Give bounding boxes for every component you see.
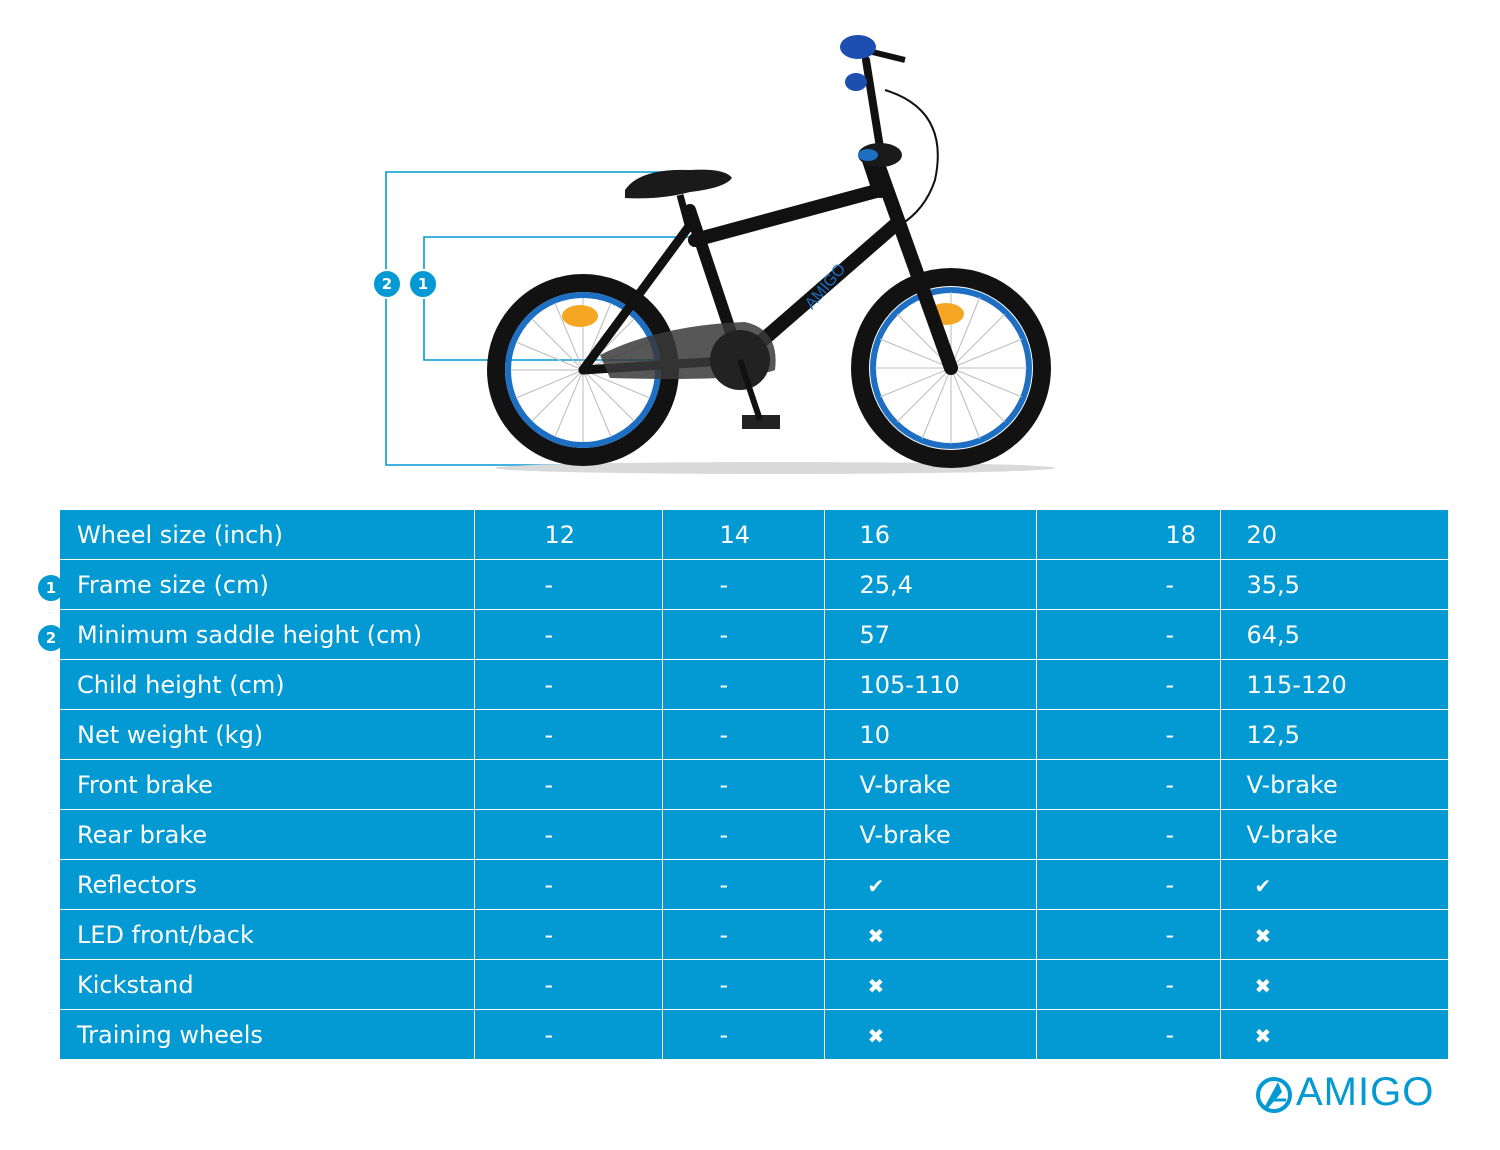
cross-icon: ✖ (1254, 1023, 1272, 1048)
table-row: Training wheels - - ✖ - ✖ (60, 1009, 1448, 1059)
row-label: Reflectors (60, 859, 475, 910)
table-cell: V-brake (859, 770, 951, 799)
table-row: Net weight (kg) - - 10 - 12,5 (60, 709, 1448, 760)
dash-cell: - (719, 1020, 729, 1049)
table-row: Front brake - - V-brake - V-brake (60, 759, 1448, 810)
dash-cell: - (544, 870, 554, 899)
row-label: LED front/back (60, 909, 475, 960)
dash-cell: - (719, 970, 729, 999)
dash-cell: - (719, 820, 729, 849)
check-icon: ✔ (1254, 873, 1272, 898)
table-cell: 64,5 (1246, 620, 1300, 649)
cross-icon: ✖ (1254, 923, 1272, 948)
dimension-marker-2: 2 (372, 269, 402, 299)
dash-cell: - (719, 770, 729, 799)
handlebar (840, 35, 939, 226)
table-cell: 12 (544, 520, 576, 549)
brand-name: AMIGO (1296, 1070, 1435, 1114)
table-cell: 105-110 (859, 670, 960, 699)
table-row: Rear brake - - V-brake - V-brake (60, 809, 1448, 860)
table-cell: 18 (1165, 520, 1197, 549)
row-label: Frame size (cm) (60, 559, 475, 610)
table-cell: 14 (719, 520, 751, 549)
dimension-marker-1: 1 (408, 269, 438, 299)
table-cell: 57 (859, 620, 891, 649)
amigo-logo-icon (1256, 1077, 1292, 1113)
table-cell: 115-120 (1246, 670, 1347, 699)
table-row: Child height (cm) - - 105-110 - 115-120 (60, 659, 1448, 710)
dash-cell: - (1165, 1020, 1175, 1049)
saddle (625, 169, 732, 233)
row-label: Front brake (60, 759, 475, 810)
dash-cell: - (544, 970, 554, 999)
row-label: Wheel size (inch) (60, 510, 475, 560)
row-label: Child height (cm) (60, 659, 475, 710)
bike-illustration: AMIGO (385, 35, 1055, 474)
dash-cell: - (544, 920, 554, 949)
dash-cell: - (1165, 670, 1175, 699)
row-label: Net weight (kg) (60, 709, 475, 760)
check-icon: ✔ (867, 873, 885, 898)
frame-brand-text: AMIGO (802, 261, 849, 313)
table-row: LED front/back - - ✖ - ✖ (60, 909, 1448, 960)
table-row: Reflectors - - ✔ - ✔ (60, 859, 1448, 910)
dash-cell: - (1165, 820, 1175, 849)
table-cell: 12,5 (1246, 720, 1300, 749)
spec-table: Wheel size (inch) 12 14 16 18 20 Frame size (c… (60, 510, 1448, 1059)
dash-cell: - (1165, 870, 1175, 899)
dash-cell: - (544, 770, 554, 799)
table-row: Minimum saddle height (cm) - - 57 - 64,5 (60, 609, 1448, 660)
table-cell: 16 (859, 520, 891, 549)
table-cell: 10 (859, 720, 891, 749)
dash-cell: - (544, 570, 554, 599)
dash-cell: - (544, 620, 554, 649)
dash-cell: - (719, 570, 729, 599)
table-cell: 20 (1246, 520, 1278, 549)
table-cell: V-brake (1246, 820, 1338, 849)
cross-icon: ✖ (867, 923, 885, 948)
table-cell: 35,5 (1246, 570, 1300, 599)
pedal (742, 415, 780, 429)
dash-cell: - (719, 870, 729, 899)
table-row: Kickstand - - ✖ - ✖ (60, 959, 1448, 1010)
dash-cell: - (544, 670, 554, 699)
dash-cell: - (1165, 570, 1175, 599)
row-label: Kickstand (60, 959, 475, 1010)
cross-icon: ✖ (867, 1023, 885, 1048)
row-label: Minimum saddle height (cm) (60, 609, 475, 660)
dash-cell: - (719, 620, 729, 649)
cross-icon: ✖ (867, 973, 885, 998)
dash-cell: - (544, 720, 554, 749)
row-label: Training wheels (60, 1009, 475, 1059)
dash-cell: - (544, 820, 554, 849)
dash-cell: - (1165, 920, 1175, 949)
table-row: Frame size (cm) - - 25,4 - 35,5 (60, 559, 1448, 610)
dash-cell: - (1165, 720, 1175, 749)
dash-cell: - (1165, 970, 1175, 999)
row-label: Rear brake (60, 809, 475, 860)
dash-cell: - (544, 1020, 554, 1049)
dash-cell: - (719, 920, 729, 949)
dash-cell: - (719, 720, 729, 749)
dash-cell: - (719, 670, 729, 699)
table-cell: V-brake (859, 820, 951, 849)
table-header-row: Wheel size (inch) 12 14 16 18 20 (60, 510, 1448, 560)
cross-icon: ✖ (1254, 973, 1272, 998)
dash-cell: - (1165, 770, 1175, 799)
table-cell: V-brake (1246, 770, 1338, 799)
ground-shadow (495, 462, 1055, 474)
table-cell: 25,4 (859, 570, 913, 599)
dash-cell: - (1165, 620, 1175, 649)
